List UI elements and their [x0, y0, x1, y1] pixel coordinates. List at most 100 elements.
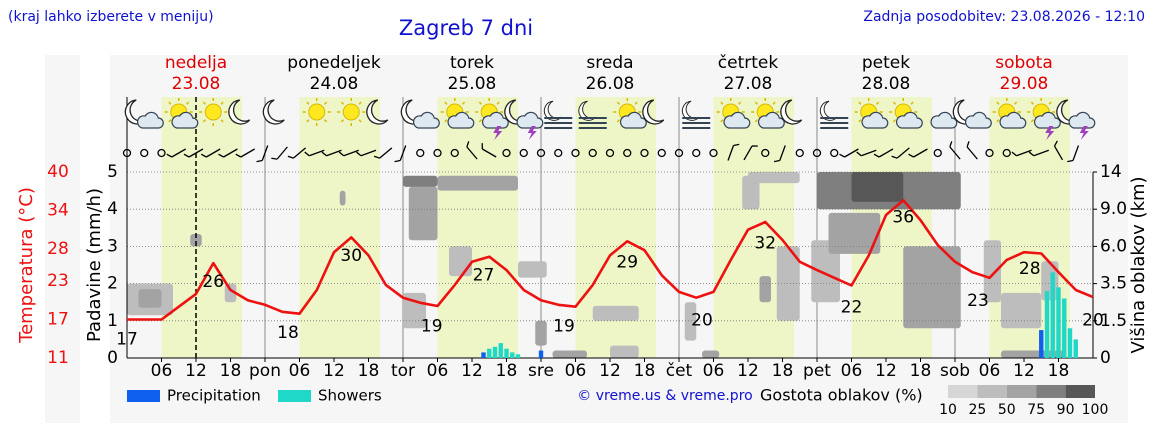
wind-calm [140, 148, 149, 158]
cloud-cell [224, 283, 237, 303]
temp-extreme-label: 18 [277, 323, 299, 343]
sun-ray [496, 101, 500, 105]
sun-ray [340, 119, 345, 123]
colorbar-segment [1006, 385, 1037, 398]
barb-shaft [913, 148, 928, 158]
cloud-cell [190, 234, 202, 247]
precip-bar [1062, 298, 1067, 358]
wind-calm [640, 148, 649, 158]
barb-flag [304, 151, 310, 157]
wind-barb [949, 141, 961, 160]
barb-shaft [466, 146, 478, 160]
x-tick-label: 06 [151, 361, 173, 381]
wind-barb [873, 148, 894, 158]
legend-label: Precipitation [167, 387, 261, 405]
moon [228, 99, 251, 125]
sun-ray [754, 101, 759, 105]
sun-ray [306, 101, 310, 105]
sun-ray [616, 101, 621, 105]
y-axis-title: Padavine (mm/h) [84, 188, 105, 342]
barb-flag [891, 155, 898, 159]
cloud [1068, 111, 1096, 129]
sun-ray [634, 101, 638, 105]
x-tick-label: 18 [910, 361, 932, 381]
legend-swatch [278, 390, 311, 402]
barb-flag [908, 153, 914, 158]
wind-calm [985, 148, 994, 158]
wind-barb [373, 147, 393, 159]
cloud [930, 111, 958, 129]
sun-ray [323, 101, 328, 105]
barb-shaft [966, 146, 978, 160]
wind-calm [502, 148, 511, 158]
chart-title: Zagreb 7 dni [399, 16, 533, 40]
cloud-cell [776, 246, 800, 321]
wind-barb [321, 149, 342, 157]
wind-barb [1067, 145, 1080, 163]
sun-ray [444, 119, 448, 123]
sun-ray [444, 101, 448, 105]
wind-calm [692, 148, 701, 158]
wind-barb [356, 149, 377, 157]
sun-ray [478, 101, 483, 105]
sun-ray [754, 119, 759, 123]
barb-flag [1028, 151, 1035, 157]
sun-ray [892, 101, 897, 105]
colorbar-segment [1036, 385, 1066, 398]
day-date: 23.08 [172, 74, 221, 94]
wind-calm [571, 148, 580, 158]
wind-barb [183, 148, 204, 158]
weather-icon [889, 98, 923, 129]
cloud-cell [759, 276, 771, 303]
weather-icon [930, 111, 958, 129]
barb-flag [394, 159, 401, 163]
weather-icon [504, 99, 544, 140]
sun-ray [340, 101, 345, 105]
sun-ray [875, 101, 880, 105]
wind-calm [554, 148, 563, 158]
y2-tick-label: 14 [1100, 162, 1122, 182]
barb-shaft [896, 147, 910, 159]
barb-flag [839, 153, 845, 158]
weather-icon [780, 99, 803, 125]
legend-label: Showers [318, 387, 382, 405]
sun-ray [858, 101, 862, 105]
wind-calm [830, 148, 839, 158]
daylight-band [437, 97, 518, 358]
barb-shaft [292, 147, 307, 159]
x-tick-label: sre [528, 361, 554, 381]
x-tick-label: 06 [703, 361, 725, 381]
day-name: četrtek [718, 53, 779, 73]
day-name: torek [450, 53, 494, 73]
daylight-band [161, 97, 242, 358]
colorbar-tick-label: 75 [1027, 402, 1045, 418]
barb-shaft [861, 149, 877, 157]
cloud-legend-title: Gostota oblakov (%) [760, 386, 923, 405]
wind-barb [773, 145, 786, 163]
precip-bar [510, 352, 515, 358]
sun-ray [202, 119, 207, 123]
updated: Zadnja posodobitev: 23.08.2026 - 12:10 [863, 9, 1145, 25]
y-tick-label: 3 [107, 236, 118, 256]
wind-calm [795, 148, 804, 158]
precip-bar [515, 354, 521, 358]
moon [642, 99, 665, 125]
temp-tick-label: 40 [47, 162, 69, 182]
colorbar-tick-label: 10 [939, 402, 957, 418]
weather-icon [400, 99, 440, 129]
barb-shaft [727, 145, 735, 161]
barb-shaft [399, 145, 407, 161]
wind-barb [1011, 149, 1032, 157]
wind-calm [157, 148, 166, 158]
temp-axis-title: Temperatura (°C) [16, 187, 37, 344]
sun-ray [168, 119, 172, 123]
x-tick-label: 18 [220, 361, 242, 381]
cloud-cell [535, 320, 547, 346]
cloud [136, 111, 164, 129]
wind-calm [536, 148, 546, 158]
weather-icon [751, 98, 785, 129]
x-tick-label: 06 [289, 361, 311, 381]
wind-barb [1028, 149, 1049, 157]
temp-extreme-label: 19 [553, 317, 575, 337]
cloud-cell [138, 289, 162, 308]
